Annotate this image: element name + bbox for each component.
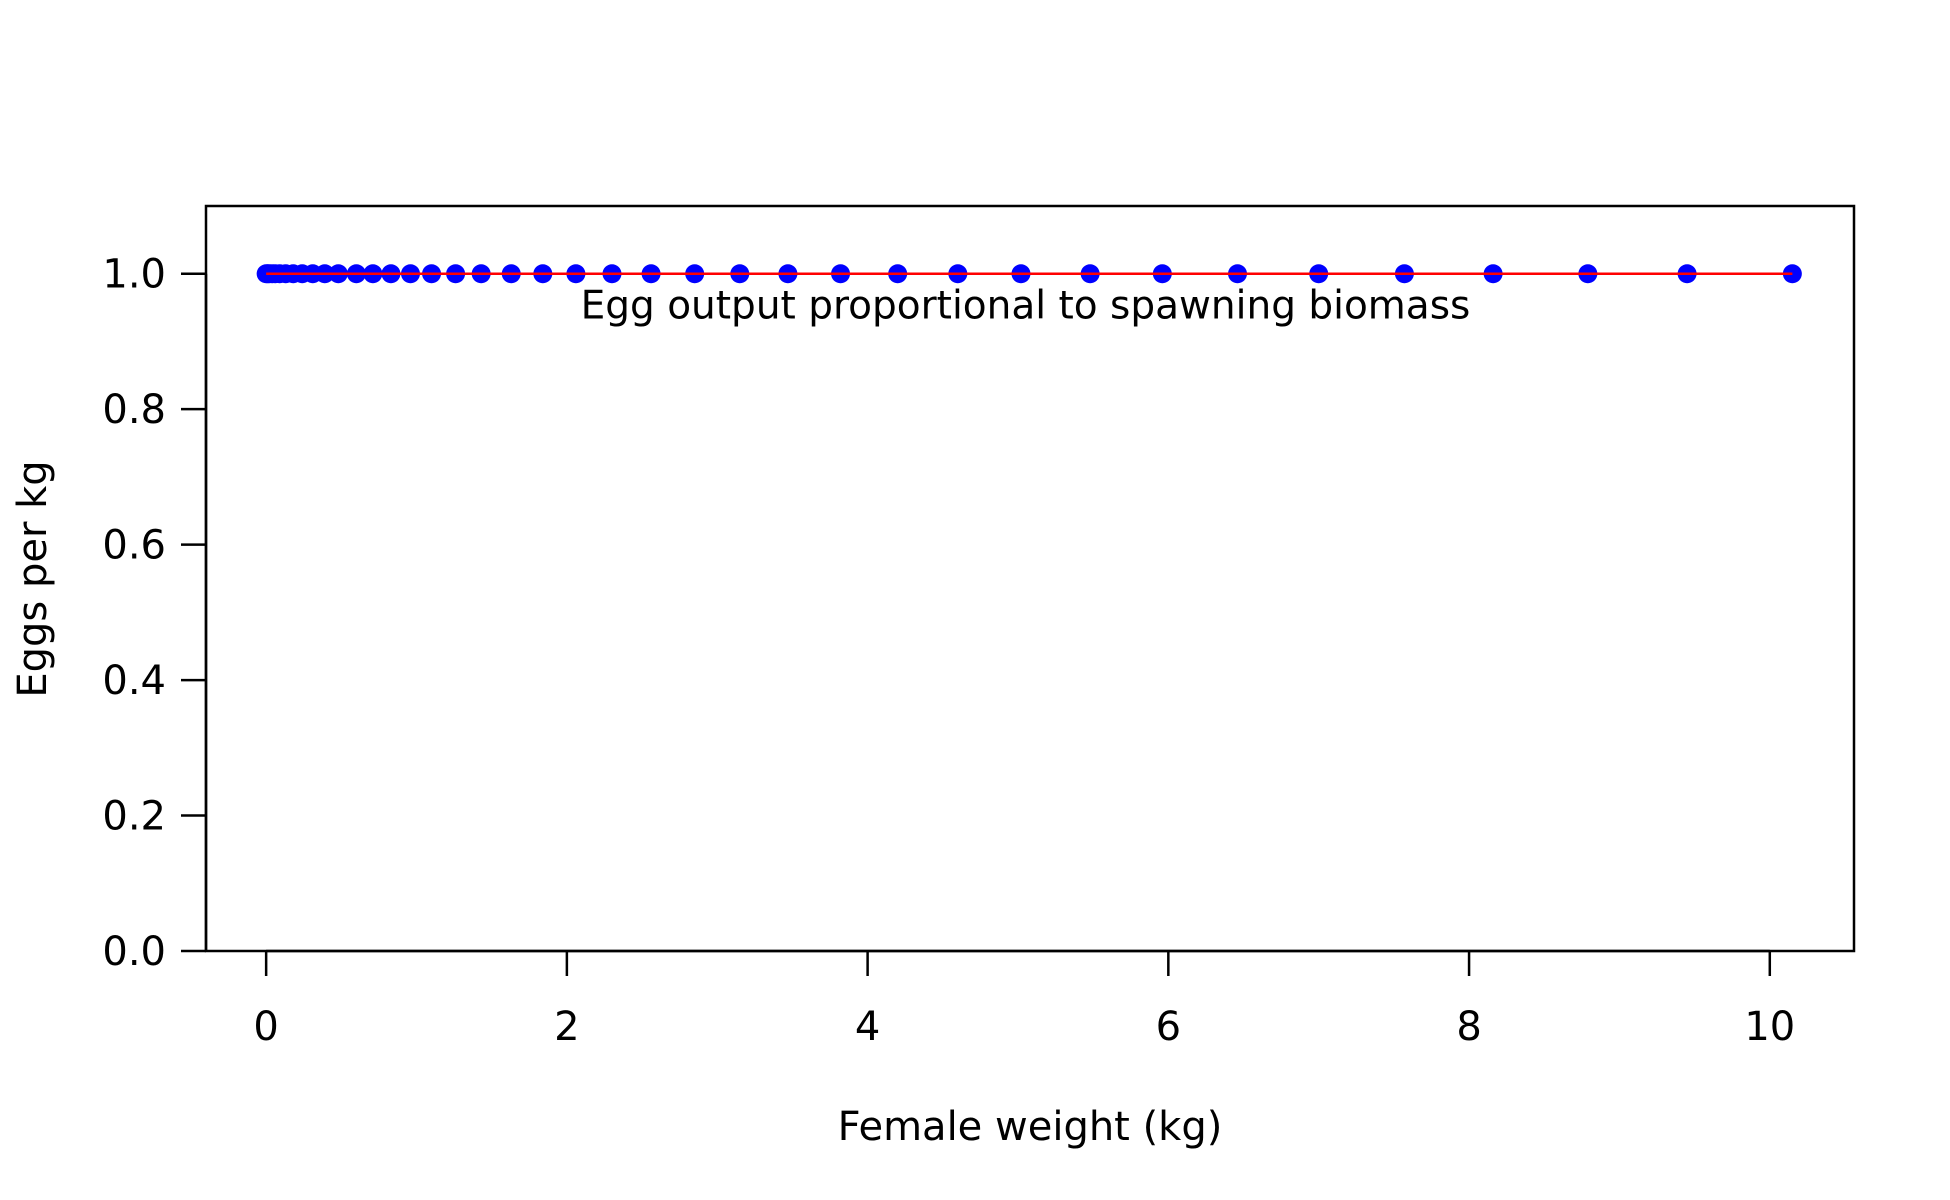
x-tick-label: 10 <box>1744 1004 1795 1050</box>
x-axis-label: Female weight (kg) <box>838 1104 1223 1150</box>
annotation-text: Egg output proportional to spawning biom… <box>581 284 1471 329</box>
x-tick-label: 4 <box>855 1004 880 1050</box>
y-tick-label: 0.4 <box>102 658 166 704</box>
x-tick-label: 0 <box>253 1004 278 1050</box>
y-axis-label: Eggs per kg <box>10 460 56 697</box>
y-tick-label: 0.8 <box>102 387 166 433</box>
y-tick-label: 0.6 <box>102 523 166 569</box>
y-tick-label: 1.0 <box>102 252 166 298</box>
plot-area <box>256 264 1802 284</box>
y-tick-label: 0.2 <box>102 794 166 840</box>
x-tick-label: 6 <box>1156 1004 1181 1050</box>
y-axis: 0.0 0.2 0.4 0.6 0.8 1.0 <box>102 252 208 975</box>
x-tick-label: 2 <box>554 1004 579 1050</box>
x-axis: 0 2 4 6 8 10 <box>253 949 1795 1050</box>
y-tick-label: 0.0 <box>102 929 166 975</box>
x-tick-label: 8 <box>1456 1004 1481 1050</box>
